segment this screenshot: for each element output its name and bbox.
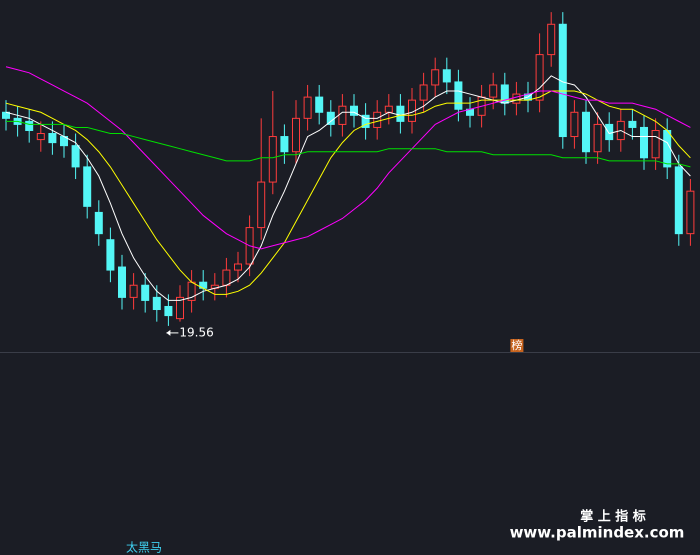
- candle-body: [593, 123, 602, 153]
- candle-body: [628, 120, 637, 128]
- candle-body: [674, 166, 683, 235]
- candle-body: [292, 117, 300, 153]
- candle-body: [280, 136, 289, 153]
- moving-average: [5, 66, 691, 250]
- moving-average: [6, 120, 691, 168]
- candle-body: [36, 133, 45, 141]
- moving-average: [5, 75, 691, 301]
- candle-body: [570, 111, 579, 138]
- candle-body: [315, 96, 324, 113]
- candle-body: [71, 145, 80, 168]
- candle-body: [442, 69, 451, 83]
- candle-body: [582, 111, 590, 153]
- candle-body: [303, 96, 312, 119]
- candle-body: [512, 93, 521, 104]
- candle-body: [106, 239, 115, 271]
- candle-body: [164, 305, 173, 317]
- candle-body: [48, 133, 57, 144]
- marker-label: 榜: [511, 338, 522, 352]
- candle-body: [431, 69, 440, 86]
- candle-body: [25, 120, 34, 131]
- candle-body: [373, 111, 382, 128]
- candle-body: [83, 166, 92, 207]
- candle-body: [384, 105, 393, 113]
- candle-body: [152, 296, 161, 311]
- candle-body: [350, 105, 358, 116]
- moving-average: [5, 90, 691, 295]
- watermark-url: www.palmindex.com: [510, 524, 685, 542]
- marker-box: [510, 339, 524, 352]
- candle-body: [222, 269, 231, 286]
- candle-body: [547, 23, 556, 56]
- candle-body: [129, 284, 138, 298]
- candle-body: [454, 81, 463, 110]
- candle-body: [361, 114, 370, 128]
- candle-body: [118, 266, 126, 298]
- candle-body: [419, 84, 428, 101]
- candle-body: [489, 84, 498, 98]
- candle-body: [257, 181, 266, 229]
- watermark-title: 掌 上 指 标: [580, 509, 646, 525]
- candle-body: [605, 123, 614, 141]
- low-label: 19.56: [179, 325, 213, 339]
- candle-body: [141, 284, 150, 301]
- candle-body: [640, 126, 648, 159]
- candle-body: [268, 136, 277, 183]
- candle-body: [663, 129, 672, 168]
- candle-body: [326, 111, 335, 125]
- candle-body: [94, 211, 103, 235]
- candle-body: [234, 263, 242, 271]
- low-arrow-head: [166, 329, 171, 336]
- candle-body: [686, 190, 695, 235]
- candle-body: [651, 129, 660, 159]
- candle-body: [535, 54, 544, 101]
- indicator-name: 太黑马: [126, 540, 162, 555]
- candle-body: [396, 105, 405, 122]
- candle-body: [176, 296, 184, 320]
- candle-body: [338, 105, 347, 125]
